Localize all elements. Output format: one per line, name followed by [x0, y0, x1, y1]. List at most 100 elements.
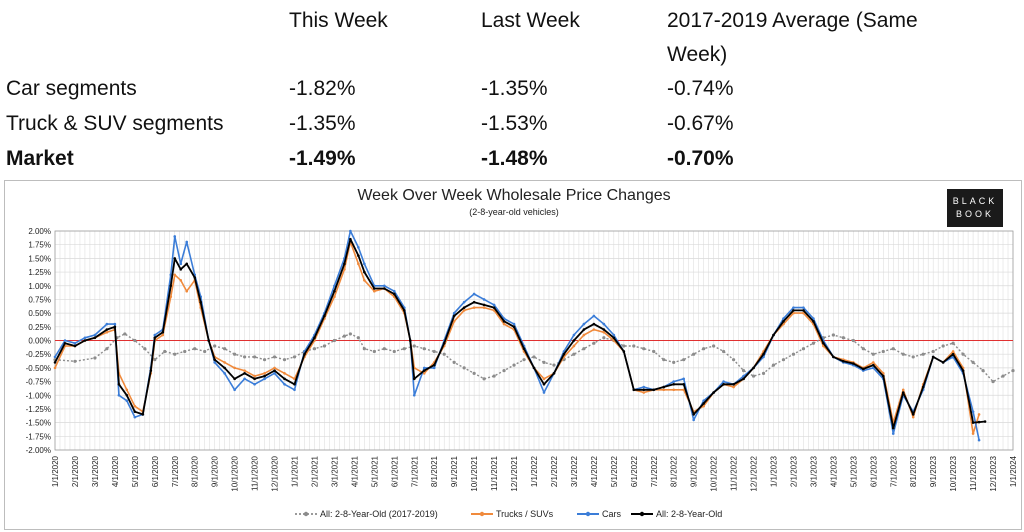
y-tick-label: 0.50%	[28, 309, 51, 318]
data-point-trucks	[482, 306, 486, 309]
data-point-avg	[322, 344, 327, 348]
data-point-all	[772, 333, 775, 337]
data-point-trucks	[273, 366, 276, 370]
data-point-cars	[363, 262, 366, 266]
data-point-all	[911, 413, 915, 416]
data-point-all	[752, 366, 755, 370]
data-point-cars	[542, 391, 546, 394]
logo-line2: BOOK	[955, 209, 994, 219]
data-point-cars	[702, 399, 705, 403]
data-point-trucks	[133, 404, 137, 408]
data-point-all	[452, 314, 456, 318]
data-point-cars	[472, 292, 476, 296]
data-point-trucks	[343, 268, 346, 271]
data-point-all	[343, 262, 346, 266]
data-point-cars	[383, 284, 386, 288]
legend-marker-trucks	[479, 511, 485, 517]
data-point-all	[662, 385, 666, 389]
legend-marker-all	[639, 511, 645, 517]
data-point-cars	[233, 388, 236, 392]
data-point-avg	[851, 338, 855, 343]
data-point-trucks	[462, 309, 466, 312]
data-point-all	[185, 262, 189, 266]
data-point-all	[213, 358, 216, 361]
y-tick-label: -1.50%	[26, 419, 51, 428]
data-point-trucks	[105, 330, 109, 334]
data-point-avg	[356, 336, 360, 340]
data-point-all	[303, 352, 306, 356]
x-tick-label: 10/1/2023	[949, 455, 958, 491]
x-tick-label: 5/1/2020	[131, 455, 140, 487]
data-point-all	[502, 320, 506, 323]
data-point-all	[722, 383, 725, 386]
x-tick-label: 11/1/2023	[969, 455, 978, 491]
data-point-all	[323, 314, 326, 318]
data-point-all	[422, 369, 426, 372]
x-tick-label: 11/1/2020	[251, 455, 260, 491]
data-point-cars	[173, 235, 177, 238]
data-point-avg	[262, 358, 267, 362]
x-tick-label: 10/1/2020	[231, 455, 240, 491]
data-point-avg	[941, 344, 945, 348]
data-point-all	[672, 383, 676, 386]
data-point-all	[313, 336, 316, 340]
data-point-cars	[185, 240, 189, 244]
x-tick-label: 1/1/2023	[770, 455, 779, 487]
data-point-all	[931, 355, 935, 359]
data-point-avg	[402, 347, 406, 351]
data-point-all	[105, 328, 109, 331]
data-point-avg	[163, 349, 167, 354]
data-point-avg	[492, 374, 496, 378]
data-point-avg	[881, 349, 885, 354]
data-point-cars	[263, 377, 266, 381]
data-point-avg	[1011, 369, 1015, 373]
data-point-avg	[672, 360, 676, 364]
data-point-avg	[891, 347, 895, 351]
truck-last-week: -1.53%	[481, 112, 548, 135]
data-point-all	[961, 369, 965, 372]
data-point-trucks	[53, 366, 57, 370]
data-point-avg	[143, 347, 147, 351]
data-point-all	[602, 328, 606, 331]
data-point-trucks	[871, 361, 875, 364]
data-point-avg	[692, 352, 696, 356]
data-point-avg	[572, 352, 576, 356]
y-tick-label: 1.75%	[28, 241, 51, 250]
data-point-trucks	[363, 278, 366, 282]
data-point-trucks	[253, 374, 256, 378]
data-point-all	[273, 369, 276, 372]
data-point-trucks	[502, 322, 506, 326]
data-point-avg	[871, 352, 875, 356]
data-point-cars	[63, 339, 67, 342]
x-tick-label: 7/1/2020	[171, 455, 180, 487]
data-point-avg	[1001, 374, 1005, 378]
line-chart: 2.00% 1.75% 1.50% 1.25% 1.00% 0.75% 0.50% 0.25%…	[26, 227, 1018, 519]
data-point-all	[532, 366, 536, 370]
data-point-all	[702, 402, 705, 405]
data-point-all	[432, 363, 436, 367]
legend-marker-avg	[303, 511, 309, 517]
data-point-all	[822, 341, 825, 345]
data-point-all	[482, 303, 486, 307]
data-point-trucks	[572, 344, 576, 348]
data-point-cars	[223, 372, 226, 375]
data-point-avg	[712, 344, 716, 348]
data-point-all	[492, 306, 496, 309]
data-point-cars	[672, 380, 676, 383]
data-point-trucks	[642, 391, 646, 394]
data-point-all	[207, 339, 210, 342]
data-point-avg	[532, 355, 536, 359]
data-point-all	[552, 372, 556, 375]
data-point-all	[951, 352, 955, 356]
x-tick-label: 2/1/2023	[789, 455, 798, 487]
black-book-logo: BLACK BOOK	[947, 189, 1003, 227]
data-point-all	[971, 421, 975, 424]
data-point-cars	[582, 322, 586, 326]
logo-line1: BLACK	[952, 196, 998, 206]
data-point-all	[871, 363, 875, 367]
data-point-all	[812, 320, 815, 323]
data-point-cars	[179, 262, 183, 266]
data-point-trucks	[169, 295, 173, 298]
data-point-trucks	[951, 350, 955, 353]
series-line-all	[54, 238, 986, 429]
